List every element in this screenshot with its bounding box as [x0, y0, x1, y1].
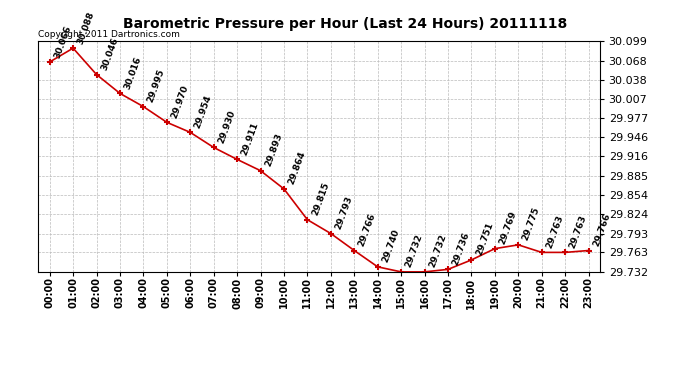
Text: Barometric Pressure per Hour (Last 24 Hours) 20111118: Barometric Pressure per Hour (Last 24 Ho… [123, 17, 567, 31]
Text: 29.766: 29.766 [591, 212, 612, 248]
Text: 29.893: 29.893 [264, 132, 284, 168]
Text: 29.763: 29.763 [544, 214, 565, 250]
Text: 29.911: 29.911 [240, 121, 260, 157]
Text: 29.736: 29.736 [451, 231, 471, 267]
Text: 29.954: 29.954 [193, 94, 213, 130]
Text: 29.793: 29.793 [334, 195, 354, 231]
Text: 30.046: 30.046 [99, 36, 119, 72]
Text: 29.766: 29.766 [357, 212, 377, 248]
Text: 29.995: 29.995 [146, 68, 166, 104]
Text: 29.815: 29.815 [310, 181, 331, 217]
Text: 29.775: 29.775 [521, 206, 542, 242]
Text: 30.066: 30.066 [52, 24, 72, 59]
Text: 29.864: 29.864 [287, 150, 307, 186]
Text: 29.732: 29.732 [404, 233, 424, 269]
Text: Copyright 2011 Dartronics.com: Copyright 2011 Dartronics.com [38, 30, 180, 39]
Text: 30.016: 30.016 [123, 55, 143, 91]
Text: 29.769: 29.769 [497, 210, 518, 246]
Text: 29.763: 29.763 [568, 214, 589, 250]
Text: 29.732: 29.732 [427, 233, 448, 269]
Text: 29.751: 29.751 [474, 221, 495, 257]
Text: 29.930: 29.930 [217, 109, 237, 145]
Text: 30.088: 30.088 [76, 10, 96, 45]
Text: 29.740: 29.740 [380, 228, 401, 264]
Text: 29.970: 29.970 [170, 84, 190, 120]
